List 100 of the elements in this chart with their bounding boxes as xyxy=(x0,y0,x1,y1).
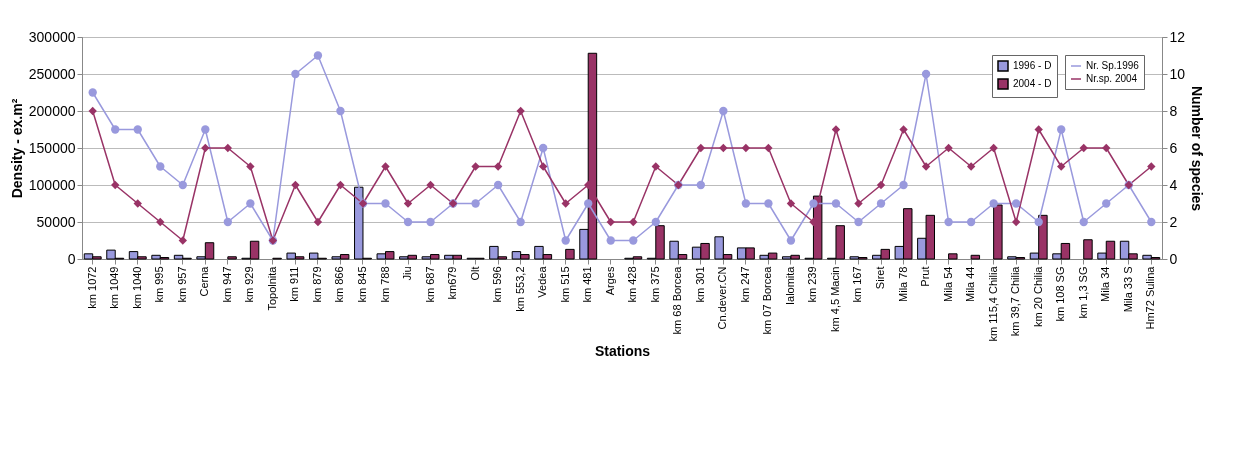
x-tick-label: km 4,5 Macin xyxy=(828,266,841,332)
bar xyxy=(970,254,981,260)
x-tick-label: Topolnita xyxy=(265,265,278,311)
bar xyxy=(227,256,237,260)
point xyxy=(403,217,413,227)
x-tick-label: km 687 xyxy=(423,266,436,303)
y2-axis-title: Number of species xyxy=(1189,85,1206,212)
point xyxy=(1079,217,1088,227)
y2-tick-label: 2 xyxy=(1169,213,1178,230)
point xyxy=(88,106,97,116)
x-tick-label: km 108 SG xyxy=(1054,266,1067,322)
x-tick-label: km 68 Borcea xyxy=(671,265,684,335)
point xyxy=(201,125,210,134)
point xyxy=(1011,199,1021,208)
x-tick-label: km 911 xyxy=(288,266,301,302)
point xyxy=(88,88,97,97)
point xyxy=(336,106,345,116)
point xyxy=(223,217,233,227)
point xyxy=(606,236,615,245)
x-tick-label: km 788 xyxy=(378,266,391,303)
point xyxy=(1102,199,1111,208)
point xyxy=(291,180,300,190)
point xyxy=(313,217,323,227)
x-tick-label: Jiu xyxy=(401,266,414,281)
point xyxy=(1011,217,1021,227)
point xyxy=(201,143,210,153)
point xyxy=(966,217,976,227)
point xyxy=(786,199,796,208)
point xyxy=(1102,143,1111,153)
point xyxy=(1147,217,1156,227)
point xyxy=(156,162,165,171)
x-tick-label: Siret xyxy=(874,266,887,290)
x-tick-label: Mila 78 xyxy=(896,266,909,302)
point xyxy=(809,199,818,208)
point xyxy=(471,199,480,208)
point xyxy=(921,162,931,171)
point xyxy=(246,162,255,171)
x-tick-label: km 947 xyxy=(220,266,233,303)
bar xyxy=(1083,239,1093,260)
point xyxy=(1057,162,1066,171)
bar xyxy=(565,248,575,260)
point xyxy=(156,217,165,227)
x-tick-label: km 375 xyxy=(648,266,661,303)
point xyxy=(854,199,863,208)
point xyxy=(516,217,525,227)
point xyxy=(764,143,773,153)
point xyxy=(313,51,323,60)
point xyxy=(381,162,390,171)
x-tick-label: Mila 34 xyxy=(1099,266,1112,302)
x-tick-label: km 929 xyxy=(243,266,256,303)
point xyxy=(944,217,953,227)
x-tick-label: km 866 xyxy=(333,266,346,303)
point xyxy=(246,199,255,208)
x-tick-label: km 1040 xyxy=(130,266,143,309)
y2-tick-label: 10 xyxy=(1169,65,1186,82)
point xyxy=(516,106,525,116)
y-tick-label: 250000 xyxy=(28,65,76,82)
x-tick-label: km 167 xyxy=(851,266,864,303)
y2-tick-label: 12 xyxy=(1169,28,1186,45)
point xyxy=(381,199,390,208)
point xyxy=(944,143,953,153)
y-tick-label: 150000 xyxy=(28,139,76,156)
point xyxy=(178,236,187,245)
point xyxy=(651,217,660,227)
point xyxy=(741,143,751,153)
x-tick-label: km 957 xyxy=(175,266,188,303)
bar xyxy=(993,204,1003,260)
point xyxy=(1079,143,1088,153)
x-tick-label: km 428 xyxy=(626,266,639,303)
point xyxy=(584,199,593,208)
point xyxy=(629,217,638,227)
point xyxy=(696,180,706,190)
point xyxy=(133,125,142,134)
y-axis-title: Density - ex.m² xyxy=(8,98,25,199)
point xyxy=(921,69,931,79)
point xyxy=(899,180,908,190)
point xyxy=(786,236,796,245)
y-tick-label: 300000 xyxy=(28,28,76,45)
x-tick-label: km 301 xyxy=(693,266,706,303)
point xyxy=(854,217,863,227)
point xyxy=(606,217,615,227)
point xyxy=(538,162,548,171)
point xyxy=(651,162,660,171)
x-tick-label: km 845 xyxy=(355,266,368,303)
x-axis-title: Stations xyxy=(594,343,651,360)
y2-tick-label: 6 xyxy=(1169,139,1178,156)
point xyxy=(111,180,120,190)
point xyxy=(223,143,233,153)
point xyxy=(493,180,503,190)
x-tick-label: Mila 33 S xyxy=(1121,266,1134,313)
y-tick-label: 50000 xyxy=(36,213,76,230)
point xyxy=(538,143,548,153)
point xyxy=(899,125,908,134)
x-tick-label: km 596 xyxy=(491,266,504,303)
point xyxy=(426,180,435,190)
legend-label: 2004 - D xyxy=(1013,78,1052,89)
point xyxy=(133,199,142,208)
x-tick-label: Cn.dever.CN xyxy=(716,266,729,330)
y2-tick-label: 8 xyxy=(1169,102,1178,119)
x-tick-label: km 39,7 Chilia xyxy=(1009,265,1022,337)
